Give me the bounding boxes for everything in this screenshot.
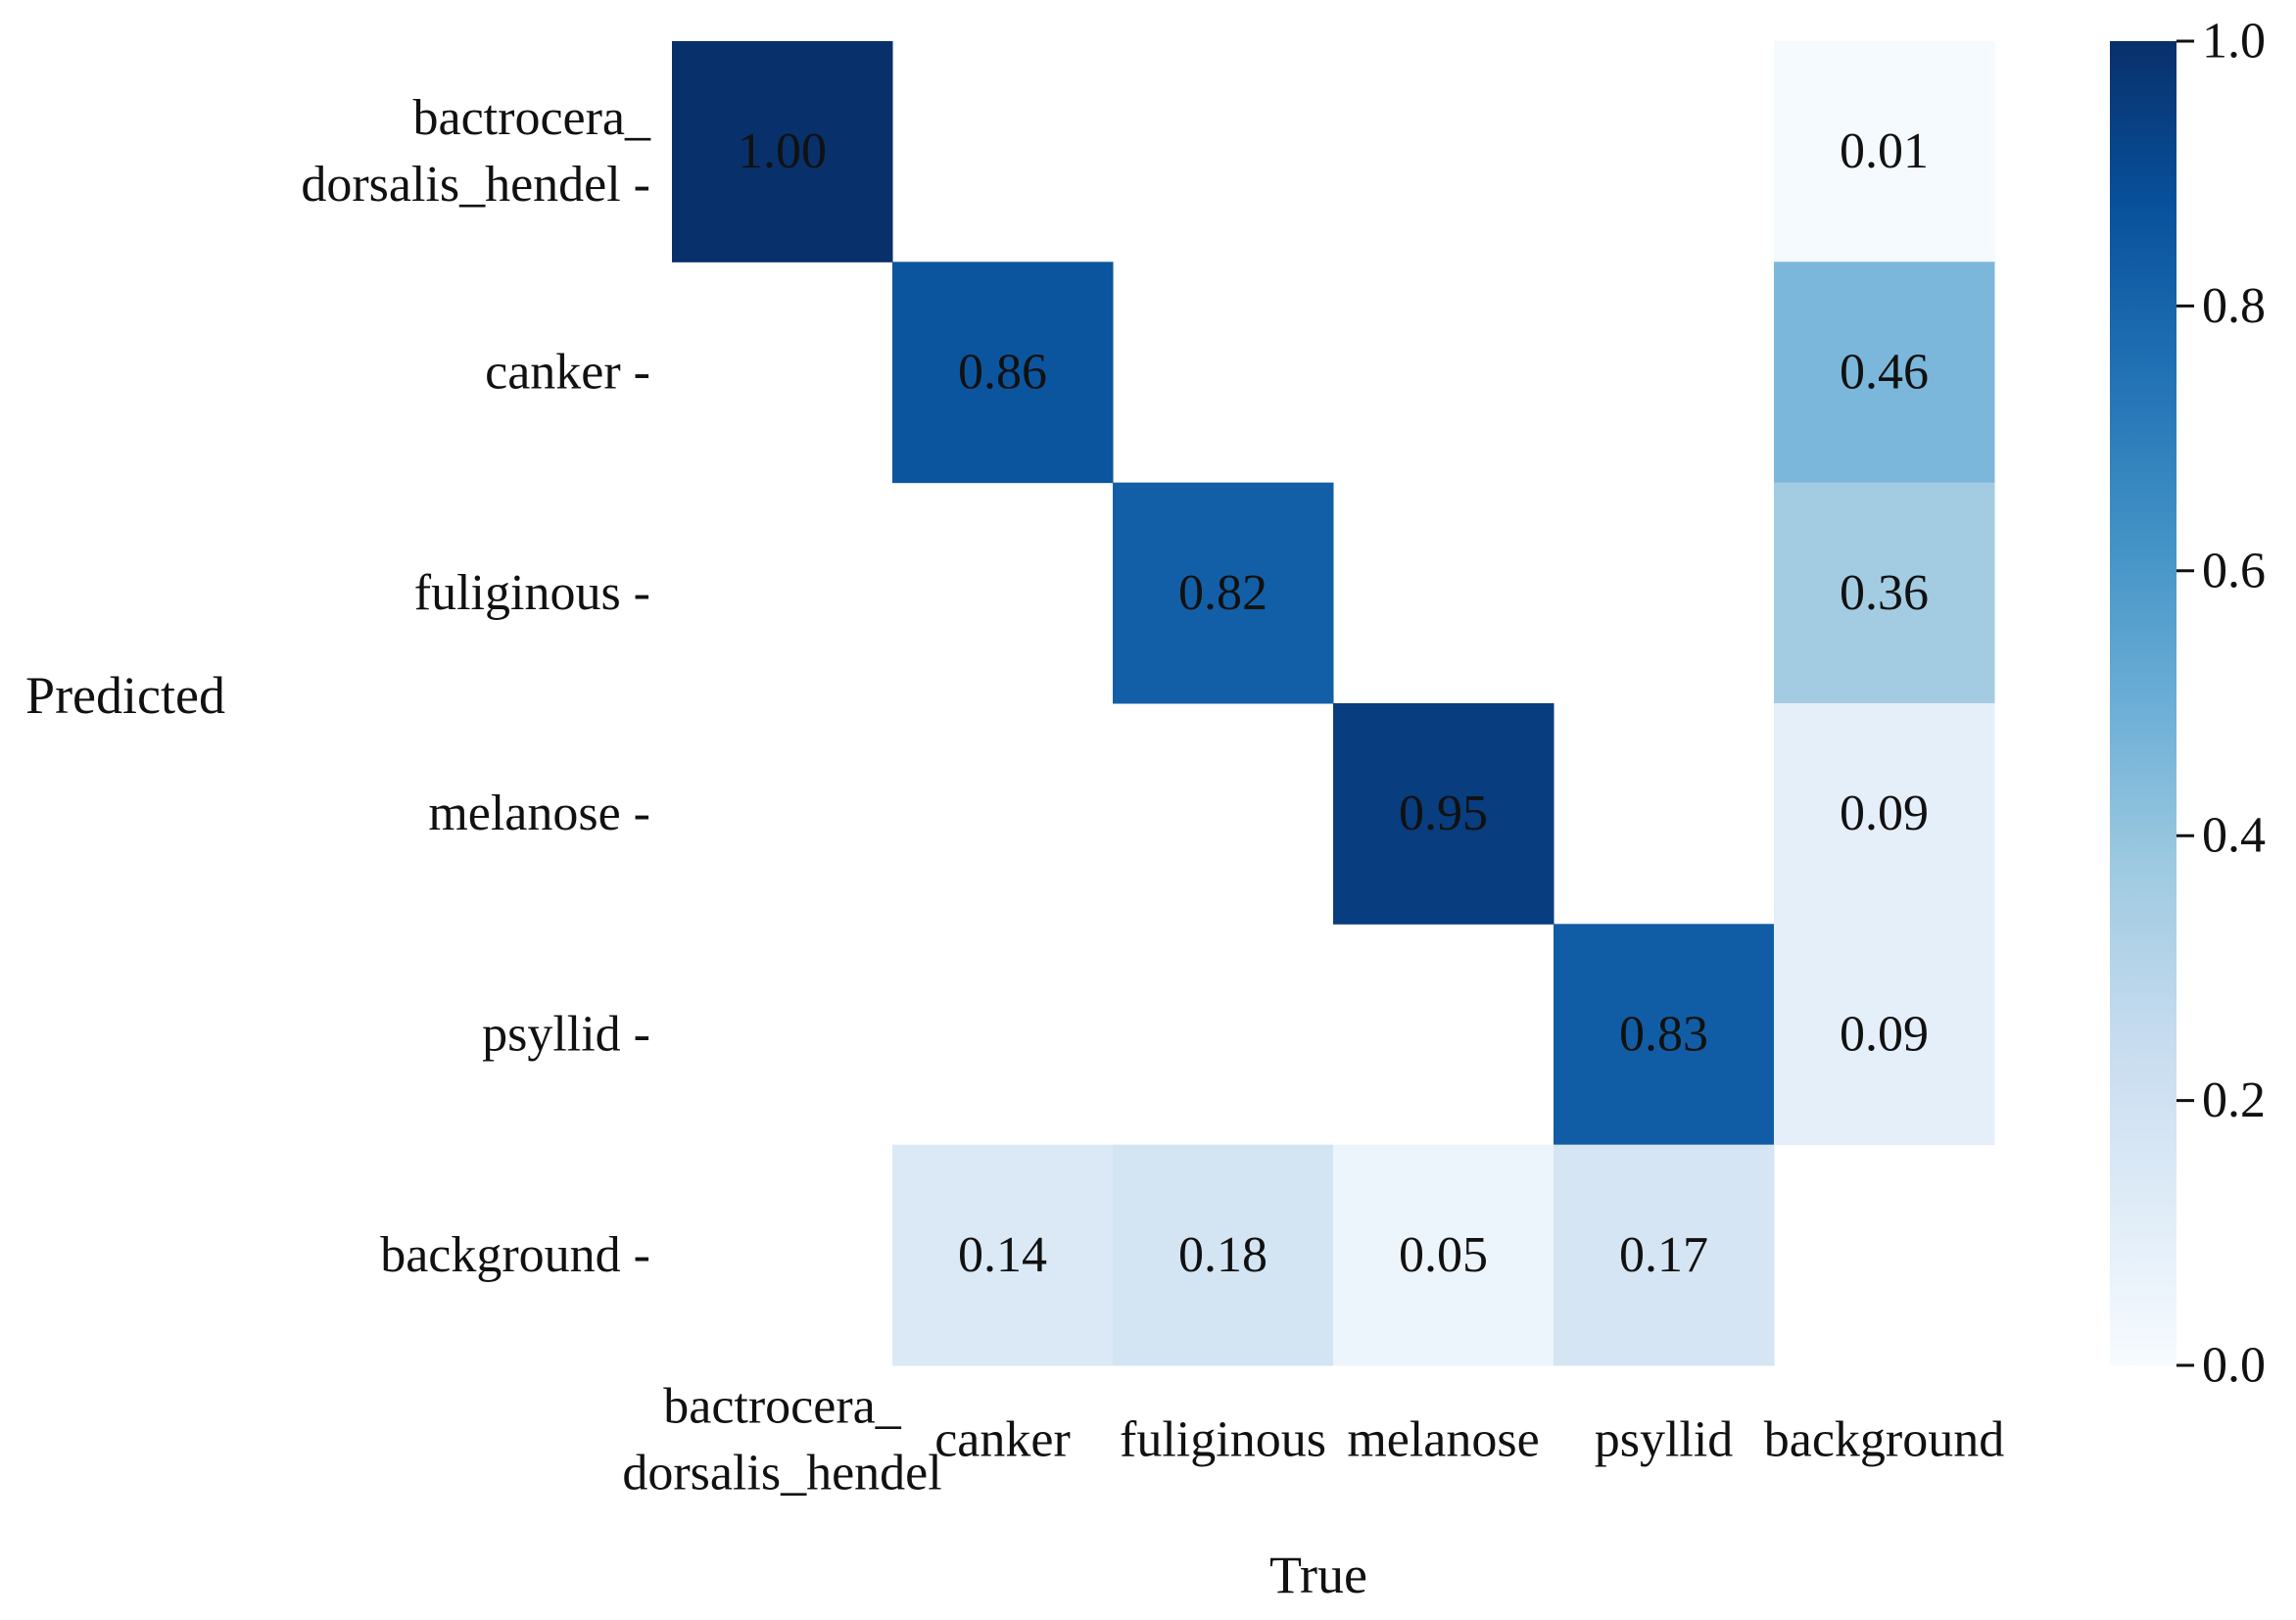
cell-value-label: 0.09 xyxy=(1840,786,1929,841)
colorbar-tick-label: 0.4 xyxy=(2202,808,2266,864)
y-tick-label: dorsalis_hendel - xyxy=(301,157,650,213)
heatmap-cell-r5-c3 xyxy=(1333,1144,1555,1366)
cell-value-label: 0.46 xyxy=(1840,344,1929,400)
y-tick-label: canker - xyxy=(485,344,650,400)
y-tick-label: fuliginous - xyxy=(414,565,650,621)
cell-value-label: 0.05 xyxy=(1399,1227,1488,1283)
heatmap-cell-r4-c4 xyxy=(1554,924,1775,1146)
colorbar-tick-label: 1.0 xyxy=(2202,14,2266,70)
cell-value-label: 0.09 xyxy=(1840,1006,1929,1062)
cell-value-label: 0.86 xyxy=(958,344,1047,400)
heatmap-cell-r5-c2 xyxy=(1113,1144,1334,1366)
heatmap-cell-labels: 1.00 0.01 0.86 0.46 0.82 0.36 0.95 0.09 0.83 0.09… xyxy=(738,123,1929,1283)
x-tick-label: melanose xyxy=(1347,1411,1539,1467)
cell-value-label: 0.01 xyxy=(1840,123,1929,179)
x-tick-label: fuliginous xyxy=(1120,1411,1326,1467)
x-axis-label: True xyxy=(1269,1546,1367,1604)
colorbar-tick-label: 0.2 xyxy=(2202,1072,2266,1128)
colorbar-tick-label: 0.6 xyxy=(2202,543,2266,598)
cell-value-label: 1.00 xyxy=(738,123,827,179)
x-tick-label: dorsalis_hendel xyxy=(622,1445,941,1501)
y-tick-label: psyllid - xyxy=(482,1006,650,1062)
colorbar-gradient xyxy=(2110,41,2176,1365)
heatmap-cell-r1-c1 xyxy=(892,262,1114,484)
heatmap-cell-r4-c5 xyxy=(1774,924,1995,1146)
heatmap-cell-r2-c2 xyxy=(1113,482,1334,704)
heatmap-cell-r0-c5 xyxy=(1774,41,1995,262)
heatmap-cell-r3-c5 xyxy=(1774,702,1995,925)
heatmap-cell-r5-c4 xyxy=(1554,1144,1775,1366)
x-tick-label: canker xyxy=(934,1411,1071,1467)
x-tick-label: background xyxy=(1764,1411,2004,1467)
y-tick-label: background - xyxy=(380,1227,650,1283)
cell-value-label: 0.36 xyxy=(1840,565,1929,621)
x-tick-label: bactrocera_ xyxy=(663,1378,901,1434)
cell-value-label: 0.82 xyxy=(1178,565,1268,621)
heatmap-cell-r1-c5 xyxy=(1774,262,1995,484)
cell-value-label: 0.14 xyxy=(958,1227,1047,1283)
colorbar: 0.0 0.2 0.4 0.6 0.8 1.0 xyxy=(2110,14,2266,1394)
cell-value-label: 0.18 xyxy=(1178,1227,1268,1283)
colorbar-tick-label: 0.8 xyxy=(2202,278,2266,334)
colorbar-tick-label: 0.0 xyxy=(2202,1338,2266,1394)
x-tick-label: psyllid xyxy=(1595,1411,1734,1467)
heatmap-cell-r2-c5 xyxy=(1774,482,1995,704)
heatmap-cell-r5-c1 xyxy=(892,1144,1114,1366)
heatmap-cell-r0-c0 xyxy=(672,41,893,262)
y-axis-tick-labels: bactrocera_ dorsalis_hendel - canker - fuli… xyxy=(301,90,651,1283)
cell-value-label: 0.17 xyxy=(1619,1227,1708,1283)
heatmap-cells xyxy=(672,41,1995,1366)
y-tick-label: melanose - xyxy=(428,786,650,841)
cell-value-label: 0.83 xyxy=(1619,1006,1708,1062)
y-axis-label: Predicted xyxy=(25,666,225,725)
heatmap-cell-r3-c3 xyxy=(1333,702,1555,925)
y-tick-label: bactrocera_ xyxy=(413,90,651,146)
cell-value-label: 0.95 xyxy=(1399,786,1488,841)
